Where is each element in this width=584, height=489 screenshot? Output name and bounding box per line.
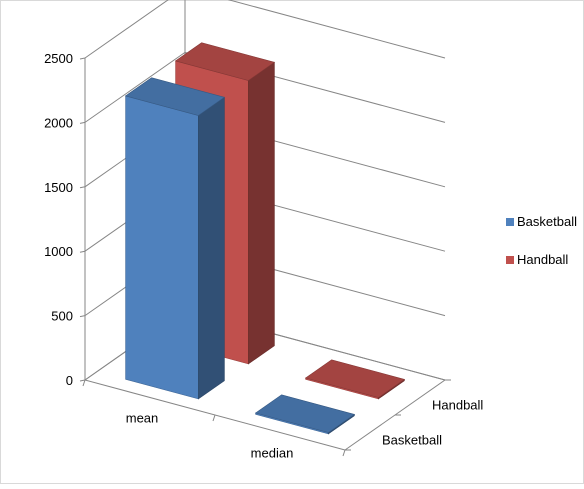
x-tick-mark	[342, 449, 346, 457]
legend-label-handball: Handball	[517, 252, 568, 267]
legend: Basketball Handball	[506, 214, 577, 267]
y-tick-mark	[79, 250, 86, 253]
y-tick-label: 2000	[44, 115, 73, 130]
bar-handball-median	[304, 359, 406, 400]
x-tick-mark	[212, 414, 216, 422]
x-tick-label: mean	[126, 411, 159, 426]
bar-front-face	[125, 95, 199, 400]
y-tick-mark	[79, 121, 86, 124]
z-tick-label: Basketball	[382, 433, 442, 448]
y-tick-mark	[79, 315, 86, 318]
gridline	[84, 0, 446, 59]
legend-label-basketball: Basketball	[517, 214, 577, 229]
bar-basketball-median	[254, 394, 356, 435]
bar-top-face	[304, 359, 406, 398]
legend-swatch-basketball	[506, 218, 514, 226]
y-tick-mark	[79, 57, 86, 60]
y-tick-label: 1500	[44, 180, 73, 195]
bar-top-face	[254, 394, 356, 433]
bar-side-face	[198, 96, 225, 400]
y-tick-label: 500	[51, 309, 73, 324]
y-tick-label: 0	[66, 373, 73, 388]
bar-basketball-mean	[124, 77, 226, 400]
bar-top-face	[174, 42, 276, 81]
y-tick-label: 2500	[44, 51, 73, 66]
y-tick-mark	[79, 379, 86, 382]
bar-top-face	[124, 77, 226, 116]
legend-swatch-handball	[506, 256, 514, 264]
bars	[124, 42, 406, 435]
x-tick-mark	[82, 379, 86, 387]
x-tick-label: median	[251, 446, 294, 461]
bar-side-face	[248, 61, 275, 365]
axis-labels: 0 500 1000 1500 2000 2500 mean median Basketball…	[44, 51, 483, 461]
y-tick-label: 1000	[44, 244, 73, 259]
z-tick-label: Handball	[432, 398, 483, 413]
y-tick-mark	[79, 186, 86, 189]
